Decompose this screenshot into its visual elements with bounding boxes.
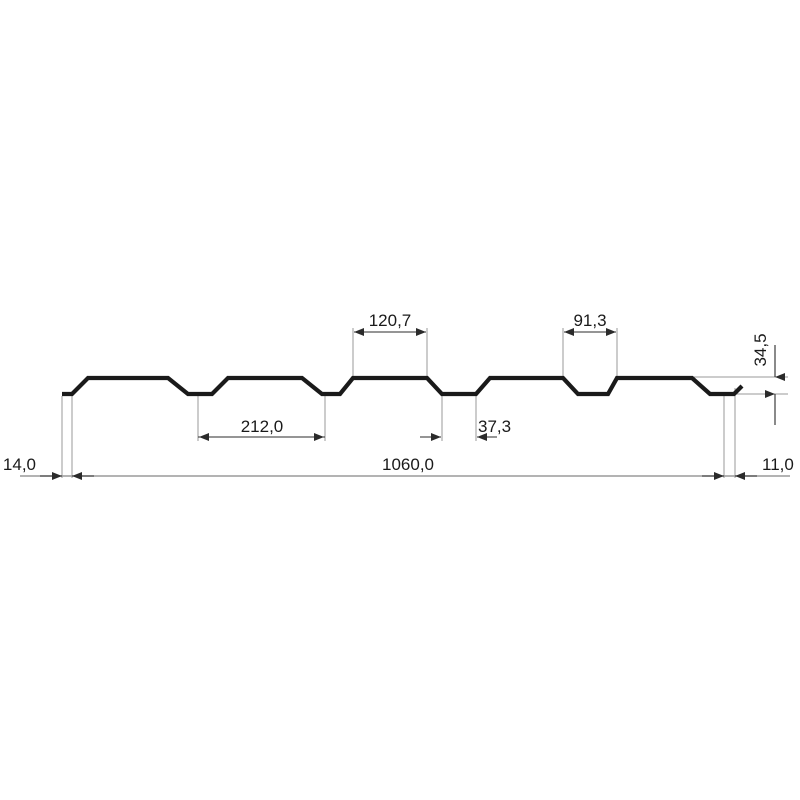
dimension-label-profile-height: 34,5 (751, 333, 770, 366)
dimension-label-pitch: 212,0 (241, 417, 284, 436)
extension-lines-group (61, 328, 788, 478)
dimension-label-right-foot-width: 11,0 (762, 455, 794, 474)
dimension-label-crest-width-narrow: 91,3 (573, 311, 606, 330)
dimension-label-crest-width-wide: 120,7 (369, 311, 412, 330)
dimension-label-left-foot-width: 14,0 (3, 455, 36, 474)
sheet-profile-polyline (62, 375, 744, 397)
dimension-label-overall-width: 1060,0 (382, 455, 434, 474)
dimension-lines-group (20, 328, 790, 480)
dimension-label-valley-width: 37,3 (478, 417, 511, 436)
